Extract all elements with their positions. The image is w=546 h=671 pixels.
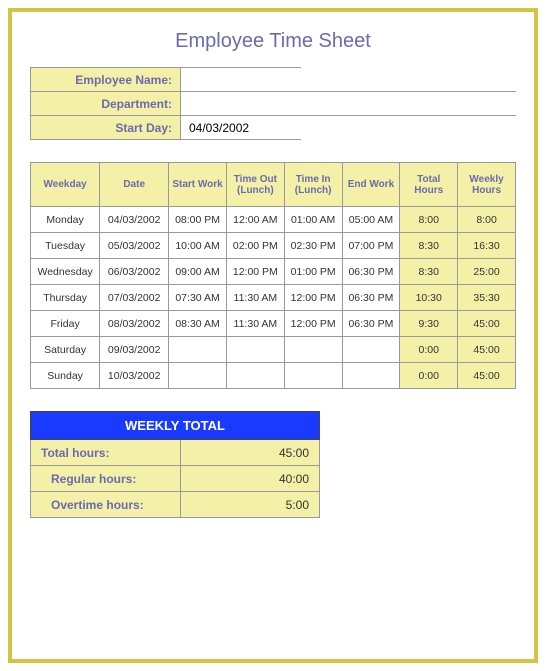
employee-name-label: Employee Name:	[31, 68, 181, 92]
cell-end-work: 07:00 PM	[342, 233, 400, 259]
table-row: Tuesday05/03/200210:00 AM02:00 PM02:30 P…	[31, 233, 516, 259]
employee-info-table: Employee Name: Department: Start Day: 04…	[30, 67, 516, 140]
table-row: Friday08/03/200208:30 AM11:30 AM12:00 PM…	[31, 311, 516, 337]
table-row: Saturday09/03/2002 0:0045:00	[31, 337, 516, 363]
cell-start-work: 09:00 AM	[169, 259, 227, 285]
overtime-hours-value: 5:00	[180, 492, 319, 518]
cell-total-hours: 10:30	[400, 285, 458, 311]
cell-end-work	[342, 363, 400, 389]
cell-end-work	[342, 337, 400, 363]
total-hours-label: Total hours:	[31, 440, 181, 466]
cell-weekly-hours: 8:00	[458, 207, 516, 233]
cell-time-out-lunch: 11:30 AM	[226, 311, 284, 337]
table-row: Thursday07/03/200207:30 AM11:30 AM12:00 …	[31, 285, 516, 311]
cell-weekly-hours: 35:30	[458, 285, 516, 311]
header-weekday: Weekday	[31, 163, 100, 207]
cell-time-in-lunch	[284, 337, 342, 363]
timesheet-frame: Employee Time Sheet Employee Name: Depar…	[8, 8, 538, 663]
cell-start-work	[169, 337, 227, 363]
cell-end-work: 06:30 PM	[342, 285, 400, 311]
start-day-value[interactable]: 04/03/2002	[181, 116, 301, 140]
cell-total-hours: 8:00	[400, 207, 458, 233]
empty-cell	[301, 68, 517, 92]
header-weekly-hours: Weekly Hours	[458, 163, 516, 207]
cell-weekday: Friday	[31, 311, 100, 337]
header-end-work: End Work	[342, 163, 400, 207]
table-row: Sunday10/03/2002 0:0045:00	[31, 363, 516, 389]
cell-time-in-lunch: 12:00 PM	[284, 311, 342, 337]
cell-time-in-lunch: 01:00 AM	[284, 207, 342, 233]
cell-time-in-lunch	[284, 363, 342, 389]
cell-date: 08/03/2002	[100, 311, 169, 337]
cell-date: 09/03/2002	[100, 337, 169, 363]
cell-weekday: Thursday	[31, 285, 100, 311]
cell-time-out-lunch: 12:00 PM	[226, 259, 284, 285]
cell-total-hours: 0:00	[400, 337, 458, 363]
cell-time-out-lunch	[226, 363, 284, 389]
cell-date: 06/03/2002	[100, 259, 169, 285]
cell-total-hours: 9:30	[400, 311, 458, 337]
overtime-hours-label: Overtime hours:	[31, 492, 181, 518]
cell-date: 07/03/2002	[100, 285, 169, 311]
cell-end-work: 06:30 PM	[342, 259, 400, 285]
cell-time-in-lunch: 12:00 PM	[284, 285, 342, 311]
cell-total-hours: 8:30	[400, 233, 458, 259]
cell-total-hours: 8:30	[400, 259, 458, 285]
cell-date: 05/03/2002	[100, 233, 169, 259]
cell-time-in-lunch: 02:30 PM	[284, 233, 342, 259]
cell-weekly-hours: 25:00	[458, 259, 516, 285]
cell-total-hours: 0:00	[400, 363, 458, 389]
cell-time-out-lunch: 02:00 PM	[226, 233, 284, 259]
regular-hours-value: 40:00	[180, 466, 319, 492]
cell-date: 10/03/2002	[100, 363, 169, 389]
table-row: Wednesday06/03/200209:00 AM12:00 PM01:00…	[31, 259, 516, 285]
cell-time-out-lunch: 12:00 AM	[226, 207, 284, 233]
employee-name-value[interactable]	[181, 68, 301, 92]
cell-start-work: 08:30 AM	[169, 311, 227, 337]
empty-cell	[301, 116, 517, 140]
cell-start-work	[169, 363, 227, 389]
cell-start-work: 07:30 AM	[169, 285, 227, 311]
department-value[interactable]	[181, 92, 301, 116]
regular-hours-label: Regular hours:	[31, 466, 181, 492]
cell-weekly-hours: 45:00	[458, 363, 516, 389]
header-time-in-lunch: Time In (Lunch)	[284, 163, 342, 207]
start-day-label: Start Day:	[31, 116, 181, 140]
cell-weekday: Sunday	[31, 363, 100, 389]
table-header-row: Weekday Date Start Work Time Out (Lunch)…	[31, 163, 516, 207]
cell-end-work: 06:30 PM	[342, 311, 400, 337]
empty-cell	[301, 92, 517, 116]
header-date: Date	[100, 163, 169, 207]
table-row: Monday04/03/200208:00 PM12:00 AM01:00 AM…	[31, 207, 516, 233]
cell-date: 04/03/2002	[100, 207, 169, 233]
weekly-total-table: WEEKLY TOTAL Total hours: 45:00 Regular …	[30, 411, 320, 518]
header-time-out-lunch: Time Out (Lunch)	[226, 163, 284, 207]
department-label: Department:	[31, 92, 181, 116]
cell-weekly-hours: 45:00	[458, 337, 516, 363]
cell-weekly-hours: 45:00	[458, 311, 516, 337]
cell-weekday: Wednesday	[31, 259, 100, 285]
cell-weekday: Saturday	[31, 337, 100, 363]
cell-start-work: 10:00 AM	[169, 233, 227, 259]
weekly-total-header: WEEKLY TOTAL	[31, 412, 320, 440]
page-title: Employee Time Sheet	[30, 30, 516, 53]
total-hours-value: 45:00	[180, 440, 319, 466]
cell-time-out-lunch: 11:30 AM	[226, 285, 284, 311]
cell-weekday: Monday	[31, 207, 100, 233]
cell-end-work: 05:00 AM	[342, 207, 400, 233]
header-start-work: Start Work	[169, 163, 227, 207]
header-total-hours: Total Hours	[400, 163, 458, 207]
cell-weekday: Tuesday	[31, 233, 100, 259]
cell-time-out-lunch	[226, 337, 284, 363]
time-entries-table: Weekday Date Start Work Time Out (Lunch)…	[30, 162, 516, 389]
cell-weekly-hours: 16:30	[458, 233, 516, 259]
cell-start-work: 08:00 PM	[169, 207, 227, 233]
cell-time-in-lunch: 01:00 PM	[284, 259, 342, 285]
